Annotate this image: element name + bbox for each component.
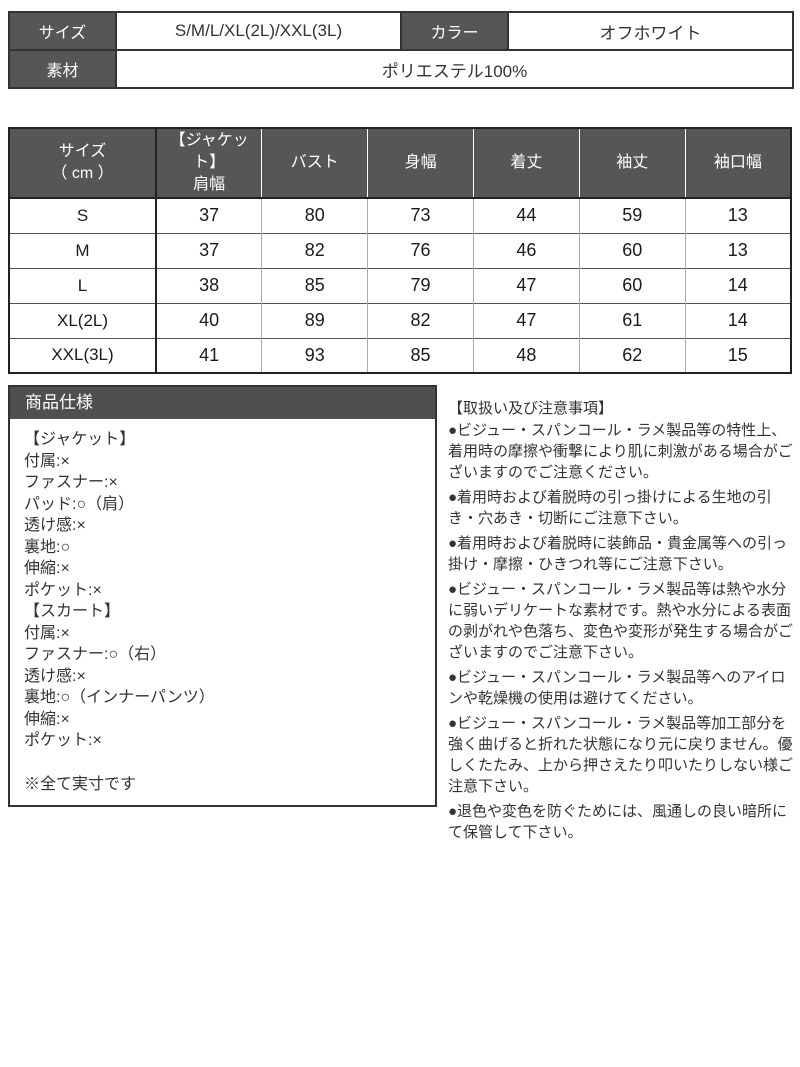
precaution-item: ●退色や変色を防ぐためには、風通しの良い暗所にて保管して下さい。 [448, 803, 788, 841]
precautions-title: 【取扱い及び注意事項】 [448, 400, 614, 417]
sleeve-cell: 61 [578, 302, 686, 338]
size-value-cell: S/M/L/XL(2L)/XXL(3L) [115, 11, 402, 51]
spec-line: パッド:○（肩） [24, 495, 135, 513]
table-row: S 37 80 73 44 59 13 [8, 197, 791, 233]
size-cell: S [8, 197, 157, 233]
size-chart-header-row: サイズ （ cm ） 【ジャケット】 肩幅 バスト 身幅 着丈 袖丈 袖口幅 [8, 127, 792, 199]
body-width-header: 身幅 [367, 127, 474, 199]
table-row: XL(2L) 40 89 82 47 61 14 [8, 302, 791, 338]
cuff-header: 袖口幅 [684, 127, 792, 199]
spec-line: ファスナー:○（右） [24, 646, 167, 663]
size-cell: L [8, 267, 157, 303]
spec-line: 【ジャケット】 [24, 431, 136, 448]
shoulder-cell: 37 [155, 232, 262, 268]
precaution-item: ●ビジュー・スパンコール・ラメ製品等の特性上、着用時の摩擦や衝撃により肌に刺激が… [448, 422, 793, 481]
spec-line: ポケット:× [24, 581, 102, 599]
spec-line: 透け感:× [24, 667, 86, 685]
bust-cell: 85 [261, 267, 368, 303]
spec-line: 付属:× [24, 624, 70, 642]
precaution-item: ●着用時および着脱時に装飾品・貴金属等への引っ掛け・摩擦・ひきつれ等にご注意下さ… [448, 535, 788, 573]
precaution-item: ●着用時および着脱時の引っ掛けによる生地の引き・穴あき・切断にご注意下さい。 [448, 489, 772, 527]
size-cell: XXL(3L) [8, 337, 157, 373]
length-cell: 47 [472, 302, 580, 338]
body-width-cell: 82 [367, 302, 474, 338]
bust-cell: 80 [261, 197, 368, 233]
precautions-section: 【取扱い及び注意事項】 ●ビジュー・スパンコール・ラメ製品等の特性上、着用時の摩… [448, 398, 796, 847]
length-cell: 46 [472, 232, 580, 268]
product-spec-body: 【ジャケット】 付属:× ファスナー:× パッド:○（肩） 透け感:× 裏地:○… [10, 419, 435, 795]
material-value-cell: ポリエステル100% [115, 49, 794, 89]
sleeve-cell: 60 [578, 232, 686, 268]
body-width-cell: 79 [367, 267, 474, 303]
product-spec-box: 商品仕様 【ジャケット】 付属:× ファスナー:× パッド:○（肩） 透け感:×… [8, 385, 437, 807]
top-spec-table: サイズ S/M/L/XL(2L)/XXL(3L) カラー オフホワイト 素材 ポ… [8, 11, 794, 89]
length-cell: 44 [472, 197, 580, 233]
body-width-cell: 76 [367, 232, 474, 268]
spec-line: 伸縮:× [24, 710, 70, 728]
cuff-cell: 13 [684, 197, 791, 233]
precaution-item: ●ビジュー・スパンコール・ラメ製品等は熱や水分に弱いデリケートな素材です。熱や水… [448, 581, 794, 661]
table-row: サイズ S/M/L/XL(2L)/XXL(3L) カラー オフホワイト [8, 11, 794, 51]
shoulder-header-line2: 肩幅 [193, 176, 226, 193]
size-chart-table: サイズ （ cm ） 【ジャケット】 肩幅 バスト 身幅 着丈 袖丈 袖口幅 S… [8, 127, 792, 374]
cuff-cell: 14 [684, 267, 791, 303]
shoulder-cell: 40 [155, 302, 262, 338]
table-row: L 38 85 79 47 60 14 [8, 267, 791, 303]
spec-line: 【スカート】 [24, 603, 121, 620]
shoulder-cell: 37 [155, 197, 262, 233]
size-cell: M [8, 232, 157, 268]
length-cell: 48 [472, 337, 580, 373]
sleeve-cell: 62 [578, 337, 686, 373]
spec-line: 透け感:× [24, 517, 86, 534]
spec-line: 裏地:○（インナーパンツ） [24, 689, 215, 706]
shoulder-cell: 38 [155, 267, 262, 303]
bust-cell: 82 [261, 232, 368, 268]
bust-header: バスト [261, 127, 369, 199]
precaution-item: ●ビジュー・スパンコール・ラメ製品等へのアイロンや乾燥機の使用は避けてください。 [448, 669, 786, 707]
size-cm-header-line1: サイズ [58, 143, 107, 160]
size-cm-header-line2: （ cm ） [51, 165, 114, 182]
spec-note: ※全て実寸です [24, 775, 137, 793]
precaution-item: ●ビジュー・スパンコール・ラメ製品等加工部分を強く曲げると折れた状態になり元に戻… [448, 715, 794, 795]
shoulder-cell: 41 [155, 337, 262, 373]
body-width-cell: 73 [367, 197, 474, 233]
table-row: XXL(3L) 41 93 85 48 62 15 [8, 337, 791, 373]
shoulder-header: 【ジャケット】 肩幅 [155, 127, 263, 199]
bust-cell: 93 [261, 337, 368, 373]
sleeve-cell: 60 [578, 267, 686, 303]
sleeve-header: 袖丈 [578, 127, 686, 199]
material-label-cell: 素材 [8, 49, 117, 89]
spec-line: 付属:× [24, 452, 70, 470]
bust-cell: 89 [261, 302, 368, 338]
product-spec-title: 商品仕様 [10, 387, 435, 419]
spec-line: ポケット:× [24, 732, 102, 749]
table-row: M 37 82 76 46 60 13 [8, 232, 791, 268]
color-label-cell: カラー [400, 11, 509, 51]
length-header: 着丈 [472, 127, 580, 199]
spec-line: 伸縮:× [24, 560, 70, 577]
size-label-cell: サイズ [8, 11, 117, 51]
cuff-cell: 15 [684, 337, 791, 373]
length-cell: 47 [472, 267, 580, 303]
size-cell: XL(2L) [8, 302, 157, 338]
spec-line: ファスナー:× [24, 474, 118, 491]
color-value-cell: オフホワイト [507, 11, 794, 51]
cuff-cell: 13 [684, 232, 791, 268]
size-cm-header: サイズ （ cm ） [8, 127, 157, 199]
cuff-cell: 14 [684, 302, 791, 338]
body-width-cell: 85 [367, 337, 474, 373]
spec-line: 裏地:○ [24, 538, 71, 556]
table-row: 素材 ポリエステル100% [8, 49, 794, 89]
shoulder-header-line1: 【ジャケット】 [169, 132, 249, 171]
sleeve-cell: 59 [578, 197, 686, 233]
